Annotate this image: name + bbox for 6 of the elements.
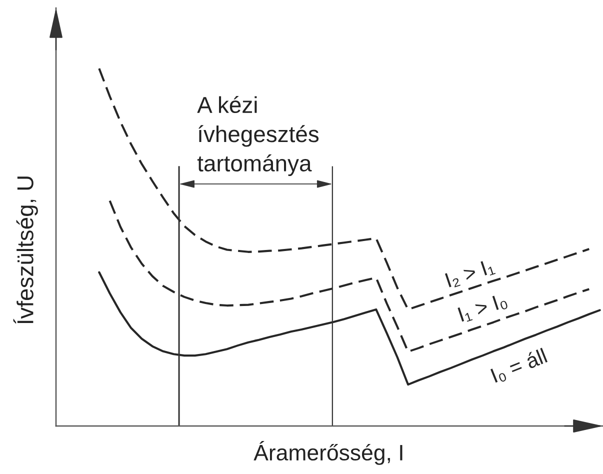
text: I₁ > I₀ [458,292,508,324]
text: I₀ = áll [490,348,548,384]
x-axis-title: Áramerősség, I [254,441,402,465]
annotation: A kézi ívhegesztés tartománya [197,96,319,176]
y-axis-title: Ívfeszültség, U [13,176,38,324]
text: I₂ > I₁ [444,258,496,289]
